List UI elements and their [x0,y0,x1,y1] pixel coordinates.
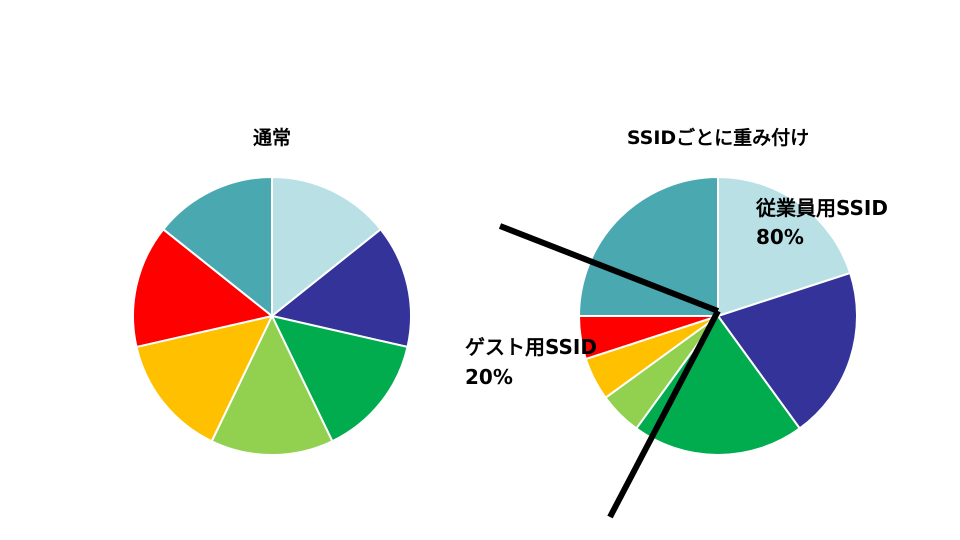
group-divider-line-lower [607,309,721,519]
pie-normal-slice-5 [135,314,274,443]
pie-weighted-slice-1 [717,175,852,318]
pie-title-normal: 通常 [253,126,291,149]
pie-slices-normal [132,175,412,456]
pie-slices-weighted [577,175,858,456]
pie-normal-slice-4 [210,313,334,456]
pie-normal-slice-6 [132,227,275,349]
annotation-guest-ssid-label: ゲスト用SSID [465,335,597,359]
pie-normal-slice-2 [269,227,412,349]
annotation-employee-ssid-label: 従業員用SSID [755,196,888,220]
pie-normal-slice-1 [271,175,383,319]
pie-normal-slice-7 [161,175,273,319]
pie-chart-normal: 通常 [132,126,412,456]
pie-chart-weighted: SSIDごとに重み付け 従業員用SSID 80% ゲスト用SSID 20% [465,126,888,519]
group-divider-line-upper [498,223,720,314]
annotation-employee-ssid-percent: 80% [756,225,804,249]
pie-title-weighted: SSIDごとに重み付け [627,126,809,149]
pie-normal-slice-3 [270,314,409,443]
pie-weighted-slice-7 [577,175,719,317]
annotation-guest-ssid-percent: 20% [465,365,513,389]
pie-weighted-slice-2 [716,271,858,430]
